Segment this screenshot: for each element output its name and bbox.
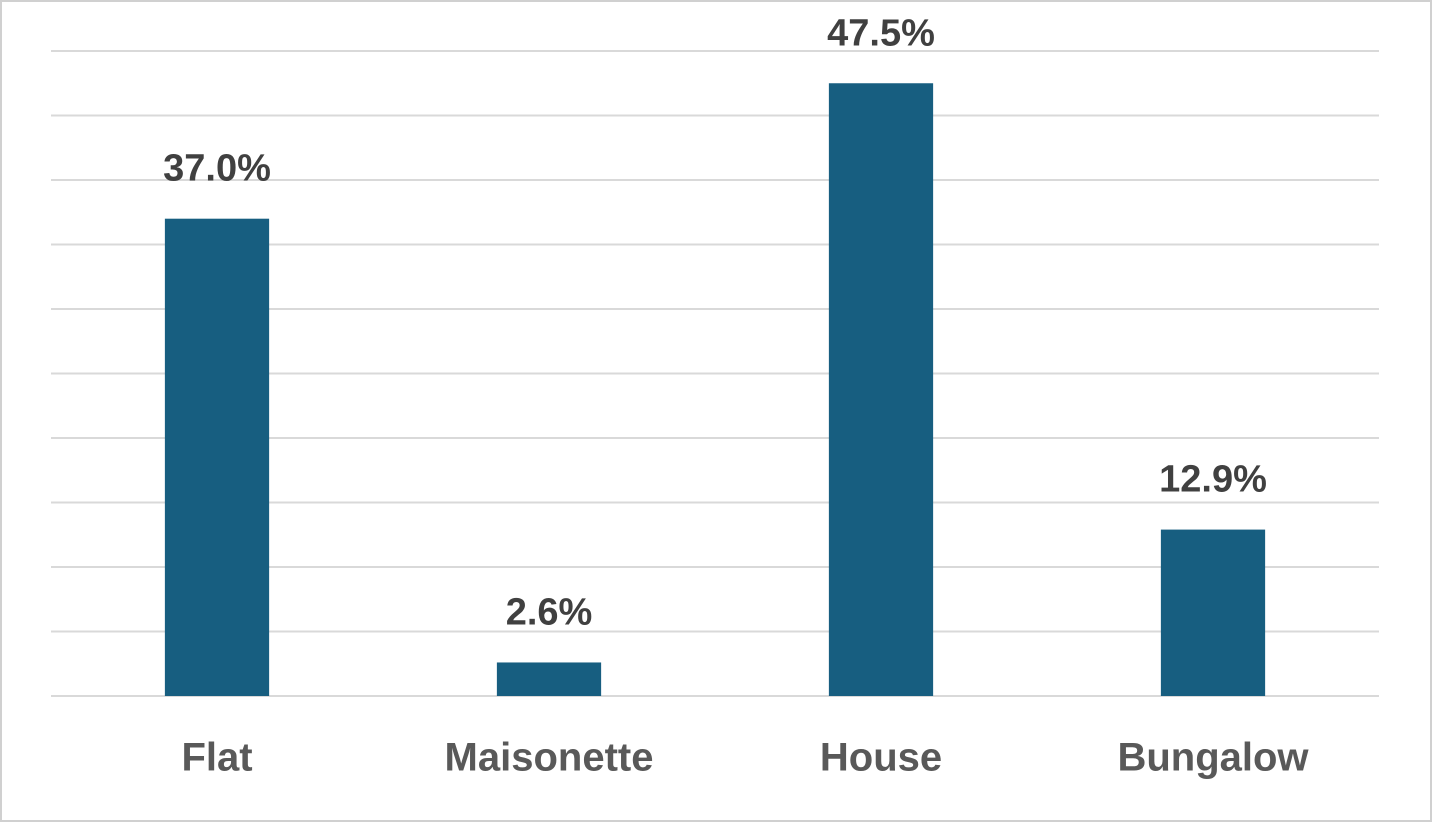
data-label: 2.6% bbox=[506, 591, 593, 633]
x-tick-label: Maisonette bbox=[445, 736, 654, 780]
x-tick-label: Flat bbox=[181, 736, 252, 780]
bar bbox=[1160, 529, 1266, 696]
bar bbox=[164, 218, 270, 696]
bar bbox=[496, 662, 602, 696]
bar bbox=[828, 83, 934, 696]
x-tick-label: Bungalow bbox=[1117, 736, 1309, 780]
data-label: 47.5% bbox=[827, 12, 935, 54]
data-label: 12.9% bbox=[1159, 459, 1267, 501]
x-tick-label: House bbox=[820, 736, 942, 780]
data-label: 37.0% bbox=[163, 148, 271, 190]
